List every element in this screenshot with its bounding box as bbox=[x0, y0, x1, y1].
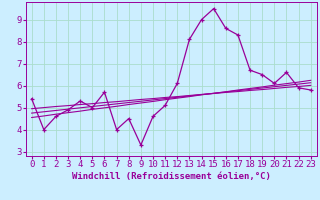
X-axis label: Windchill (Refroidissement éolien,°C): Windchill (Refroidissement éolien,°C) bbox=[72, 172, 271, 181]
